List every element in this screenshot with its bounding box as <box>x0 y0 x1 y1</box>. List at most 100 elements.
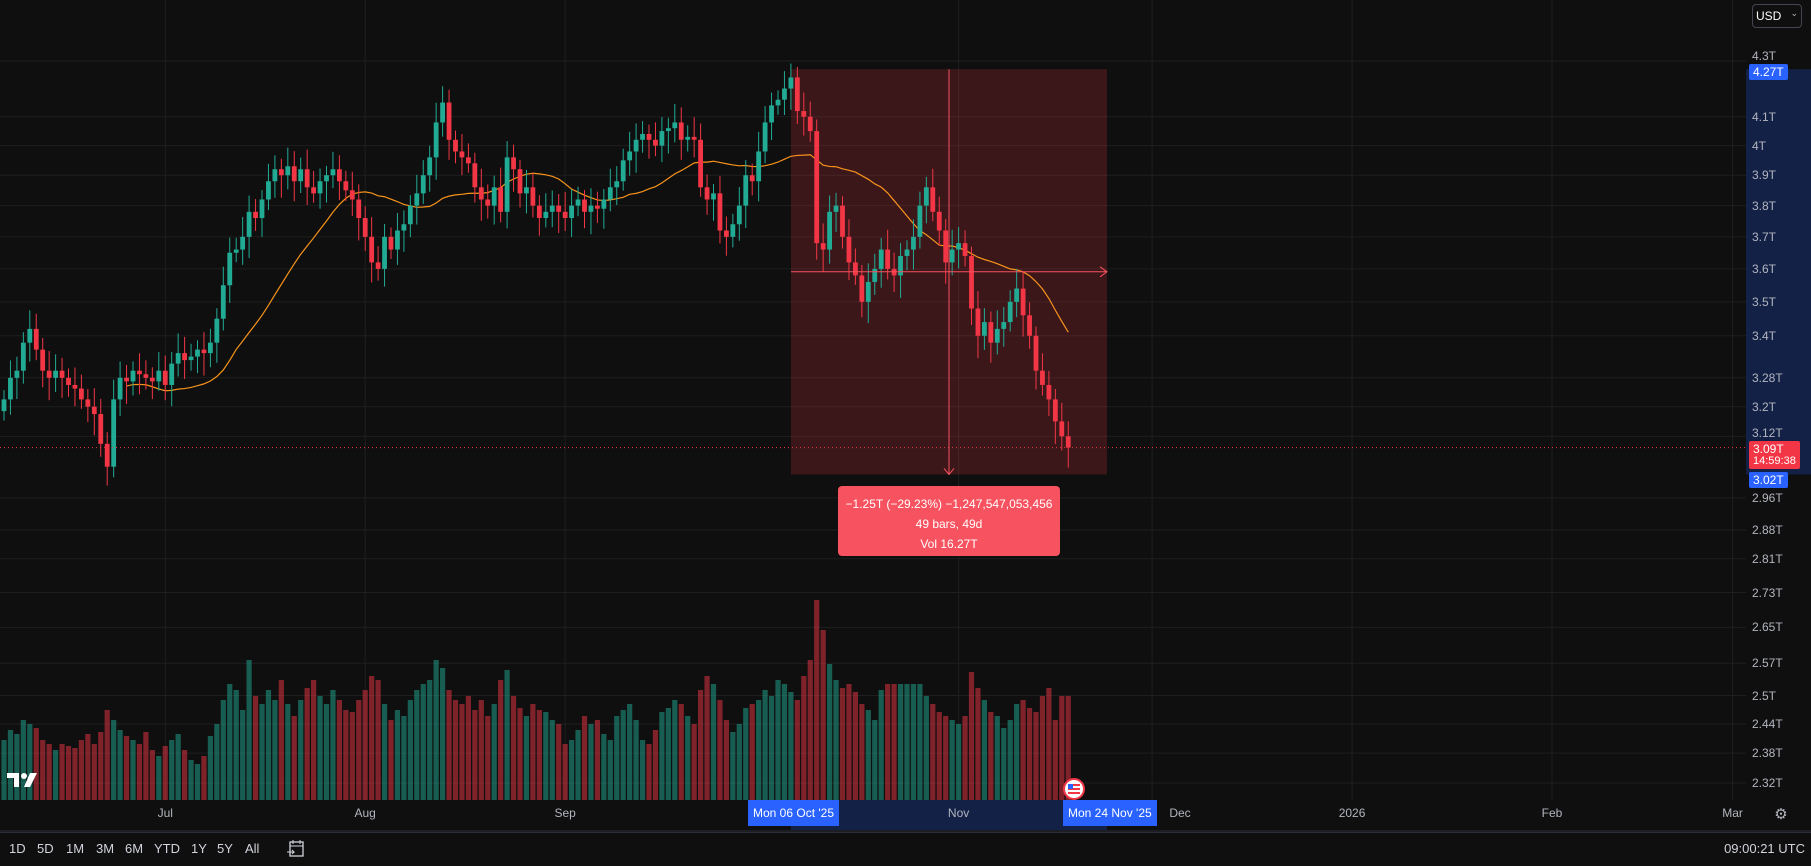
volume-bar <box>794 700 800 800</box>
volume-bar <box>162 746 168 800</box>
volume-bar <box>362 690 368 800</box>
candle-body <box>827 211 832 250</box>
candle-body <box>401 224 407 231</box>
volume-bar <box>665 708 671 800</box>
candle-body <box>104 443 110 467</box>
candle-body <box>962 243 968 256</box>
volume-bar <box>717 700 723 800</box>
candle-body <box>330 169 336 176</box>
range-button-1m[interactable]: 1M <box>66 841 85 856</box>
volume-bar <box>452 700 459 800</box>
volume-bar <box>698 690 704 800</box>
volume-bar <box>278 680 284 800</box>
volume-bar <box>569 740 575 800</box>
volume-bar <box>414 690 420 800</box>
time-tick-label: Sep <box>554 806 576 820</box>
price-tick-label: 2.38T <box>1752 746 1783 761</box>
volume-bar <box>549 720 555 800</box>
price-tick-label: 3.4T <box>1752 328 1777 343</box>
candle-body <box>504 157 510 212</box>
candle-body <box>646 133 652 140</box>
candle-body <box>433 122 439 158</box>
candle-body <box>865 281 871 302</box>
candle-body <box>491 187 497 206</box>
volume-bar <box>7 730 14 800</box>
volume-bar <box>891 684 897 800</box>
volume-bar <box>214 724 220 800</box>
range-button-6m[interactable]: 6M <box>125 841 144 856</box>
volume-bar <box>20 720 26 800</box>
candle-body <box>949 249 955 263</box>
range-button-1y[interactable]: 1Y <box>191 841 207 856</box>
candle-body <box>627 151 633 161</box>
range-button-ytd[interactable]: YTD <box>154 841 180 856</box>
goto-date-calendar-icon[interactable] <box>287 839 305 859</box>
candle-body <box>911 236 916 250</box>
price-tick-label: 2.88T <box>1752 522 1783 537</box>
volume-bar <box>78 740 84 800</box>
candle-body <box>840 205 845 237</box>
settings-gear-icon[interactable]: ⚙ <box>1774 806 1788 823</box>
utc-clock[interactable]: 09:00:21 UTC <box>1724 841 1805 856</box>
candle-body <box>388 236 394 250</box>
candle-body <box>569 205 574 219</box>
candle-body <box>298 169 304 182</box>
volume-bar <box>614 716 620 800</box>
time-tick-label: 2026 <box>1338 806 1366 820</box>
candle-body <box>14 370 20 378</box>
candle-body <box>730 224 736 237</box>
price-tick-label: 3.5T <box>1752 294 1777 309</box>
candle-body <box>814 131 820 244</box>
candle-body <box>175 353 181 364</box>
volume-bar <box>885 684 891 800</box>
range-button-5d[interactable]: 5D <box>37 841 54 856</box>
volume-bar <box>543 712 549 800</box>
price-tick-label: 2.32T <box>1752 775 1783 790</box>
tradingview-logo[interactable] <box>6 770 40 790</box>
volume-bar <box>743 708 749 800</box>
candle-body <box>659 131 665 146</box>
candle-body <box>543 211 549 219</box>
volume-bar <box>936 712 942 800</box>
us-flag-event-icon[interactable] <box>1063 778 1085 800</box>
candle-body <box>478 187 484 200</box>
candle-body <box>833 205 839 212</box>
price-chart[interactable] <box>0 0 1811 832</box>
volume-bar <box>265 690 272 800</box>
volume-bar <box>562 744 568 800</box>
volume-bar <box>485 716 491 800</box>
candle-body <box>1052 399 1058 422</box>
volume-bar <box>807 660 813 800</box>
volume-bar <box>504 670 510 800</box>
range-button-5y[interactable]: 5Y <box>217 841 233 856</box>
volume-bar <box>981 700 987 800</box>
price-tick-label: 3.7T <box>1752 229 1777 244</box>
range-button-3m[interactable]: 3M <box>96 841 115 856</box>
volume-bar <box>440 668 446 800</box>
candle-body <box>27 328 33 343</box>
volume-bar <box>478 700 484 800</box>
price-tick-label: 3.12T <box>1752 426 1783 440</box>
candle-body <box>53 370 58 378</box>
volume-bar <box>259 704 265 800</box>
range-button-1d[interactable]: 1D <box>9 841 26 856</box>
candle-body <box>1007 301 1013 323</box>
candle-body <box>930 187 936 212</box>
volume-bar <box>336 700 342 800</box>
candle-body <box>369 236 375 263</box>
candle-body <box>149 377 155 382</box>
candle-body <box>943 230 949 263</box>
volume-bar <box>246 660 252 800</box>
range-button-all[interactable]: All <box>245 841 260 856</box>
price-tick-label: 3.9T <box>1752 168 1777 183</box>
volume-bar <box>233 690 239 800</box>
volume-bar <box>381 704 388 800</box>
volume-bar <box>46 744 52 800</box>
volume-bar <box>446 690 452 800</box>
currency-dropdown[interactable]: USD ⌄ <box>1752 4 1802 28</box>
volume-bar <box>72 748 78 800</box>
price-tick-label: 2.73T <box>1752 585 1783 600</box>
volume-bar <box>736 724 742 800</box>
volume-bar <box>672 700 678 800</box>
candle-body <box>878 249 884 269</box>
